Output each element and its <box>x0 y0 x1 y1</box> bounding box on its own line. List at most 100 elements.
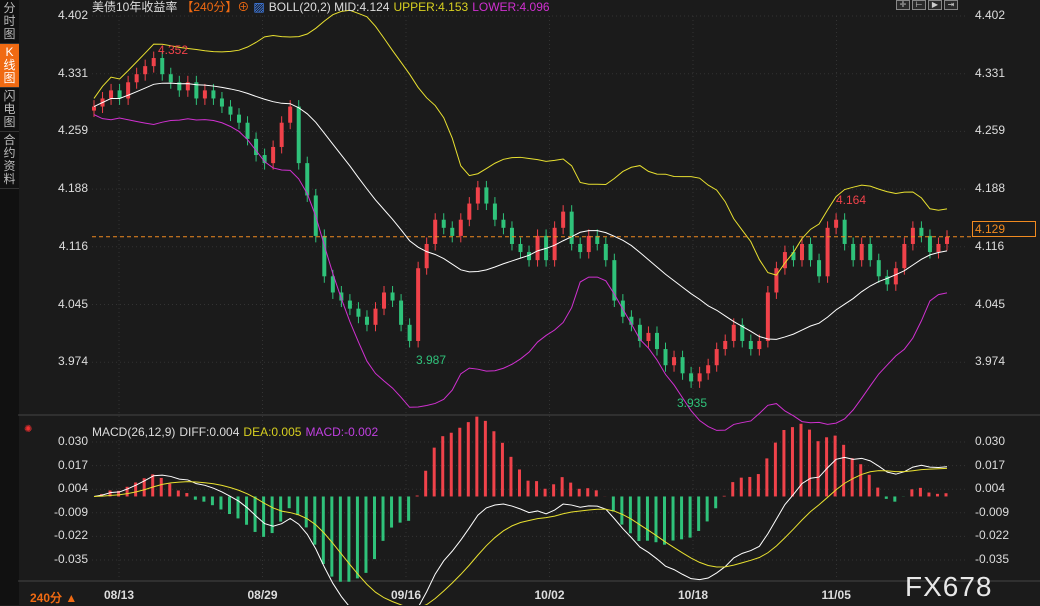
price-tick: 4.259 <box>57 123 88 138</box>
tab-flash[interactable]: 闪电图 <box>0 88 19 132</box>
candle <box>407 324 412 341</box>
price-tick: 3.974 <box>57 354 88 369</box>
candle <box>799 243 804 261</box>
candle <box>654 332 659 350</box>
candle <box>322 235 327 277</box>
candle <box>902 243 907 269</box>
candle <box>228 106 233 115</box>
period-label: 【240分】 <box>181 0 238 14</box>
macd-tick: -0.022 <box>975 528 1010 543</box>
candle <box>441 219 446 228</box>
candle <box>373 308 378 325</box>
date-tick: 10/18 <box>678 588 709 602</box>
candle <box>450 227 455 236</box>
candle <box>305 163 310 196</box>
candle <box>927 235 932 253</box>
candle <box>595 235 600 244</box>
macd-tick: 0.017 <box>57 457 88 472</box>
settings-icon[interactable]: ⊕ <box>237 0 250 14</box>
price-tick: 4.331 <box>57 65 88 80</box>
candle <box>706 365 711 374</box>
candle <box>612 260 617 301</box>
macd-tick: -0.022 <box>53 528 88 543</box>
toolbar: ✛ ⊢ ▶ ⇥ <box>896 0 958 10</box>
candle <box>296 106 301 164</box>
candle <box>364 316 369 325</box>
candle <box>603 243 608 261</box>
candle <box>791 252 796 261</box>
candle <box>262 155 267 164</box>
price-tick: 4.331 <box>975 65 1006 80</box>
macd-tick: -0.035 <box>53 552 88 566</box>
candle <box>356 308 361 317</box>
macd-title: MACD(26,12,9) <box>92 425 176 439</box>
candle <box>433 219 438 244</box>
candle <box>663 349 668 366</box>
candle <box>535 235 540 261</box>
candle <box>782 252 787 269</box>
candle <box>825 227 830 277</box>
macd-value: MACD:-0.002 <box>305 425 379 439</box>
candle <box>910 227 915 244</box>
macd-tick: -0.035 <box>975 552 1010 566</box>
candle <box>134 74 139 83</box>
candle <box>492 203 497 220</box>
tab-timeshare[interactable]: 分时图 <box>0 0 19 44</box>
date-tick: 08/29 <box>247 588 278 602</box>
candle <box>109 90 114 99</box>
play-icon[interactable]: ▶ <box>928 0 942 10</box>
price-tick: 4.402 <box>57 8 88 22</box>
price-tick: 4.116 <box>975 238 1005 253</box>
candle <box>945 236 949 244</box>
macd-tick: 0.004 <box>57 481 88 496</box>
zoom-icon[interactable]: ⊢ <box>912 0 926 10</box>
macd-icon[interactable]: ✺ <box>24 424 33 435</box>
candle <box>646 332 651 341</box>
candle <box>339 292 344 301</box>
candle <box>569 211 574 244</box>
price-tick: 4.045 <box>975 296 1006 311</box>
price-tick: 4.188 <box>57 181 88 196</box>
watermark: FX678 <box>905 571 993 602</box>
candle <box>527 252 532 261</box>
candle <box>279 122 284 147</box>
candle <box>330 276 335 293</box>
macd-tick: 0.017 <box>975 457 1006 472</box>
candle <box>689 373 694 382</box>
period-selector[interactable]: 240分 ▲ <box>30 591 78 605</box>
candle <box>501 219 506 228</box>
candle <box>185 82 190 91</box>
candle <box>245 122 250 139</box>
candle <box>834 219 839 228</box>
end-icon[interactable]: ⇥ <box>944 0 958 10</box>
crosshair-icon[interactable]: ✛ <box>896 0 910 10</box>
candle <box>561 211 566 228</box>
candle <box>168 74 173 83</box>
price-tick: 4.045 <box>57 296 88 311</box>
macd-tick: 0.030 <box>975 434 1006 448</box>
candle <box>271 146 276 164</box>
candle <box>723 340 728 350</box>
candle <box>680 357 685 374</box>
candle <box>629 316 634 325</box>
dea-line <box>93 467 948 605</box>
candle <box>219 98 224 107</box>
candle <box>919 227 924 236</box>
tab-contract-info[interactable]: 合约资料 <box>0 132 19 189</box>
candle <box>382 292 387 309</box>
candle <box>578 243 583 253</box>
candle <box>117 90 122 99</box>
candle <box>518 243 523 253</box>
date-tick: 08/13 <box>104 588 135 602</box>
candle <box>424 243 429 269</box>
candle <box>859 243 864 261</box>
candle <box>475 187 480 204</box>
candle <box>347 300 352 309</box>
tab-kline[interactable]: K线图 <box>0 44 19 88</box>
annotation-high: 4.352 <box>158 43 189 57</box>
candle <box>893 268 898 285</box>
macd-tick: -0.009 <box>53 504 88 519</box>
candle <box>748 340 753 350</box>
candle <box>458 219 463 236</box>
